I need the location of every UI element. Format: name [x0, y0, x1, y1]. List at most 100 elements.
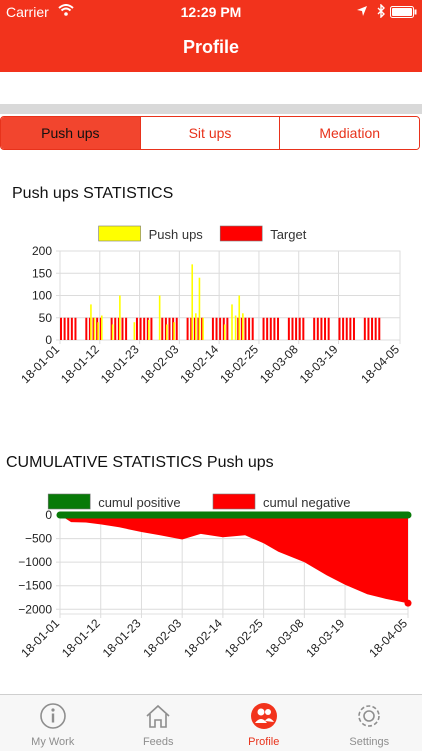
- legend-swatch: [99, 226, 141, 241]
- target-bar: [219, 318, 221, 340]
- target-bar: [248, 318, 250, 340]
- bluetooth-icon: [376, 4, 386, 18]
- page-title: Profile: [0, 37, 422, 58]
- battery-icon: [390, 6, 418, 18]
- target-bar: [71, 318, 73, 340]
- tab-profile[interactable]: Profile: [211, 695, 317, 751]
- pushups-bar: [97, 322, 99, 340]
- x-tick-label: 18-03-08: [257, 342, 301, 386]
- target-bar: [313, 318, 315, 340]
- y-tick-label: −1500: [18, 579, 52, 593]
- target-bar: [169, 318, 171, 340]
- location-icon: [356, 5, 368, 17]
- status-bar: Carrier 12:29 PM: [0, 0, 422, 24]
- legend-swatch: [48, 494, 90, 509]
- target-bar: [143, 318, 145, 340]
- target-bar: [291, 318, 293, 340]
- target-bar: [317, 318, 319, 340]
- x-tick-label: 18-01-23: [98, 342, 142, 386]
- x-tick-label: 18-03-08: [263, 616, 307, 660]
- tab-feeds[interactable]: Feeds: [106, 695, 212, 751]
- segment-sit-ups[interactable]: Sit ups: [140, 117, 280, 149]
- y-tick-label: 100: [32, 289, 52, 303]
- target-bar: [252, 318, 254, 340]
- pushups-bar: [202, 318, 204, 340]
- x-tick-label: 18-02-14: [181, 616, 225, 660]
- nav-bar: Profile: [0, 24, 422, 72]
- target-bar: [60, 318, 62, 340]
- divider: [0, 104, 422, 114]
- target-bar: [67, 318, 69, 340]
- cumul-negative-area: [60, 515, 408, 603]
- gear-icon: [354, 701, 384, 731]
- target-bar: [342, 318, 344, 340]
- pushups-bar: [134, 322, 136, 340]
- pushups-bar: [191, 264, 193, 340]
- target-bar: [161, 318, 163, 340]
- tab-my-work[interactable]: My Work: [0, 695, 106, 751]
- pushups-bar: [101, 316, 103, 340]
- target-bar: [270, 318, 272, 340]
- users-icon: [249, 701, 279, 731]
- target-bar: [273, 318, 275, 340]
- x-tick-label: 18-02-25: [222, 616, 266, 660]
- target-bar: [328, 318, 330, 340]
- y-tick-label: 150: [32, 266, 52, 280]
- target-bar: [299, 318, 301, 340]
- target-bar: [302, 318, 304, 340]
- target-bar: [324, 318, 326, 340]
- target-bar: [136, 318, 138, 340]
- y-tick-label: −1000: [18, 555, 52, 569]
- target-bar: [349, 318, 351, 340]
- pushups-bar: [159, 296, 161, 341]
- x-tick-label: 18-02-03: [138, 342, 182, 386]
- pushups-bar: [238, 296, 240, 341]
- pushups-bar: [94, 318, 96, 340]
- pushups-bar: [166, 324, 168, 340]
- tab-label: Profile: [211, 736, 317, 748]
- segment-mediation[interactable]: Mediation: [279, 117, 419, 149]
- target-bar: [121, 318, 123, 340]
- target-bar: [114, 318, 116, 340]
- x-tick-label: 18-01-23: [100, 616, 144, 660]
- pushups-bar: [148, 320, 150, 340]
- y-tick-label: −2000: [18, 602, 52, 616]
- tab-label: My Work: [0, 736, 106, 748]
- x-tick-label: 18-03-19: [303, 616, 347, 660]
- target-bar: [339, 318, 341, 340]
- target-bar: [295, 318, 297, 340]
- target-bar: [85, 318, 87, 340]
- pushups-bar: [224, 324, 226, 340]
- segment-push-ups[interactable]: Push ups: [1, 117, 140, 149]
- tab-label: Feeds: [106, 736, 212, 748]
- x-tick-label: 18-01-01: [18, 616, 62, 660]
- home-icon: [143, 701, 173, 731]
- info-icon: [38, 701, 68, 731]
- pushups-bar: [195, 313, 197, 340]
- x-tick-label: 18-02-14: [177, 342, 221, 386]
- pushups-bar: [199, 278, 201, 340]
- x-tick-label: 18-01-12: [58, 342, 102, 386]
- legend-label: Push ups: [149, 227, 204, 242]
- y-tick-label: 50: [39, 311, 53, 325]
- target-bar: [371, 318, 373, 340]
- tab-settings[interactable]: Settings: [317, 695, 422, 751]
- target-bar: [125, 318, 127, 340]
- target-bar: [266, 318, 268, 340]
- target-bar: [288, 318, 290, 340]
- x-tick-label: 18-04-05: [358, 342, 402, 386]
- tab-label: Settings: [317, 736, 422, 748]
- x-tick-label: 18-01-01: [18, 342, 62, 386]
- pushups-bar: [173, 322, 175, 340]
- pushups-bar: [235, 316, 237, 340]
- pushups-bar: [112, 324, 114, 340]
- pushups-bar: [242, 313, 244, 340]
- target-bar: [140, 318, 142, 340]
- legend-label: Target: [270, 227, 307, 242]
- target-bar: [74, 318, 76, 340]
- x-tick-label: 18-03-19: [297, 342, 341, 386]
